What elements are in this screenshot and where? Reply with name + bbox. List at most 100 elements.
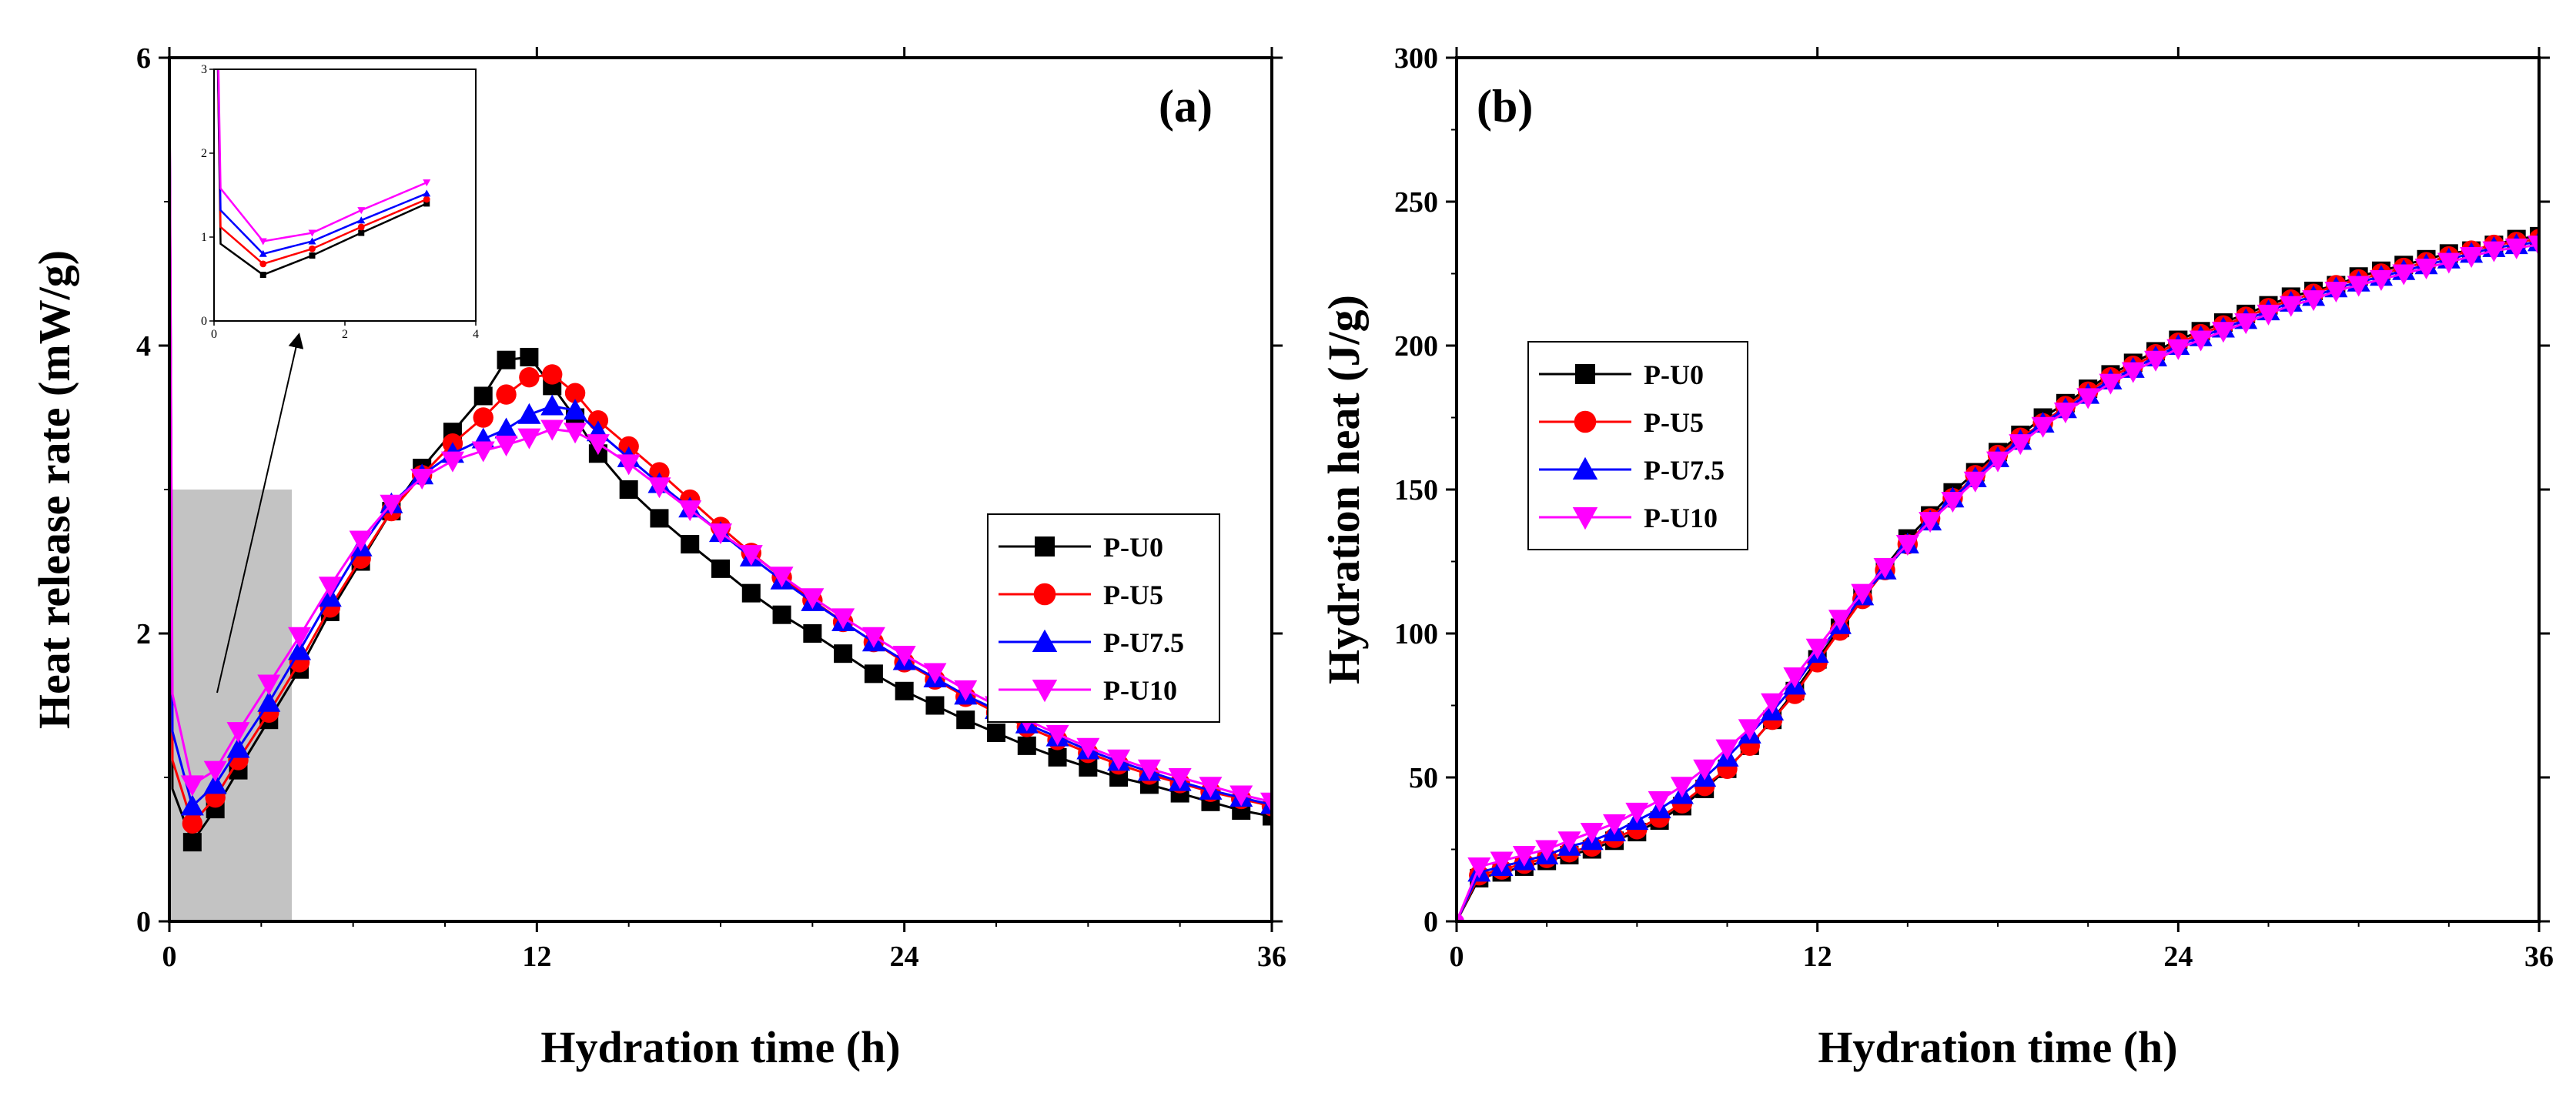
data-point xyxy=(564,399,587,420)
data-point xyxy=(834,644,853,663)
data-point xyxy=(564,423,587,444)
y-tick-label: 150 xyxy=(1394,474,1438,506)
inset-y-tick-label: 1 xyxy=(201,231,207,244)
data-point xyxy=(471,441,495,463)
data-point xyxy=(410,469,434,490)
legend-label: P-U0 xyxy=(1644,359,1704,390)
data-point xyxy=(473,407,493,428)
data-point xyxy=(1693,759,1717,780)
x-tick-label: 0 xyxy=(1450,941,1464,973)
data-point xyxy=(709,523,732,545)
data-point xyxy=(2031,416,2055,438)
legend-marker xyxy=(1575,364,1595,384)
legend-marker xyxy=(1574,410,1597,433)
legend-marker xyxy=(1032,680,1058,703)
panel-label: (b) xyxy=(1477,81,1533,132)
data-point xyxy=(497,350,516,369)
data-point xyxy=(831,608,855,630)
inset-point xyxy=(259,272,266,279)
data-point xyxy=(349,530,373,552)
legend: P-U0 P-U5 P-U7.5 P-U10 xyxy=(1527,341,1748,550)
data-point xyxy=(617,454,641,476)
legend-box xyxy=(987,513,1220,723)
data-point xyxy=(1535,840,1559,861)
data-point xyxy=(956,710,975,730)
inset-point xyxy=(308,237,316,245)
data-point xyxy=(987,724,1005,743)
y-tick-label: 4 xyxy=(136,330,151,363)
series-line-P-U5 xyxy=(169,58,1272,826)
data-point xyxy=(739,545,763,567)
data-point xyxy=(1715,739,1739,760)
data-point xyxy=(861,627,885,648)
data-point xyxy=(2121,362,2145,383)
legend-marker xyxy=(1033,583,1056,606)
data-point xyxy=(1260,792,1272,814)
y-tick-label: 200 xyxy=(1394,330,1438,363)
inset-background xyxy=(214,69,476,321)
series-line-P-U10 xyxy=(169,58,1272,804)
data-point xyxy=(2392,264,2416,286)
inset-x-tick-label: 4 xyxy=(473,328,479,341)
inset-arrow xyxy=(216,333,304,694)
data-point xyxy=(650,509,669,528)
data-point xyxy=(1783,667,1807,689)
inset-point xyxy=(423,179,431,187)
y-axis-title: Hydration heat (J/g) xyxy=(1319,295,1369,684)
data-point xyxy=(1941,491,1965,513)
y-tick-label: 300 xyxy=(1394,42,1438,75)
data-point xyxy=(1986,451,2009,473)
inset-point xyxy=(357,223,365,231)
data-point xyxy=(954,680,978,701)
data-point xyxy=(2504,238,2528,259)
inset-point xyxy=(357,207,366,215)
data-point xyxy=(1580,823,1604,844)
data-point xyxy=(1670,777,1694,798)
data-point xyxy=(519,366,540,388)
plot-frame xyxy=(168,56,1273,923)
y-axis-title: Heat release rate (mW/g) xyxy=(29,250,79,729)
data-point xyxy=(1467,857,1491,878)
data-point xyxy=(1512,845,1536,867)
data-point xyxy=(1873,557,1897,579)
x-axis-title: Hydration time (h) xyxy=(540,1022,900,1072)
legend-marker xyxy=(1572,456,1598,480)
data-point xyxy=(619,480,638,499)
data-point xyxy=(1625,802,1649,824)
data-point xyxy=(182,833,202,852)
data-point xyxy=(895,681,914,700)
series-P-U10 xyxy=(169,58,1272,814)
data-point xyxy=(496,384,517,405)
inset-point xyxy=(423,200,430,207)
data-point xyxy=(864,664,883,684)
data-point xyxy=(803,624,822,643)
data-point xyxy=(892,646,916,667)
data-point xyxy=(1805,638,1829,660)
data-point xyxy=(540,394,564,416)
data-point xyxy=(257,674,281,696)
data-point xyxy=(473,386,493,406)
legend-label: P-U0 xyxy=(1103,532,1163,563)
data-point xyxy=(801,588,825,610)
inset-point xyxy=(423,196,430,203)
legend-marker xyxy=(1035,536,1055,557)
inset-point xyxy=(308,229,316,237)
inset-point xyxy=(309,252,316,259)
data-point xyxy=(2189,330,2213,352)
data-point xyxy=(203,760,227,782)
data-point xyxy=(2302,290,2326,312)
inset-point xyxy=(0,254,3,261)
panel-b: 0 12 24 36 0 50 100 150 200 250 300 Hydration time … xyxy=(1319,42,2554,1072)
data-point xyxy=(1851,583,1875,605)
inset-point xyxy=(423,189,431,197)
inset-line-P-U10 xyxy=(217,69,427,242)
legend-label: P-U7.5 xyxy=(1103,627,1184,658)
data-point xyxy=(517,428,541,450)
data-point xyxy=(1048,747,1067,767)
data-point xyxy=(1557,831,1581,853)
legend-label: P-U7.5 xyxy=(1644,455,1725,486)
data-point xyxy=(2053,403,2077,424)
data-point xyxy=(1045,724,1069,746)
inset-point xyxy=(358,229,365,236)
data-point xyxy=(564,383,586,403)
